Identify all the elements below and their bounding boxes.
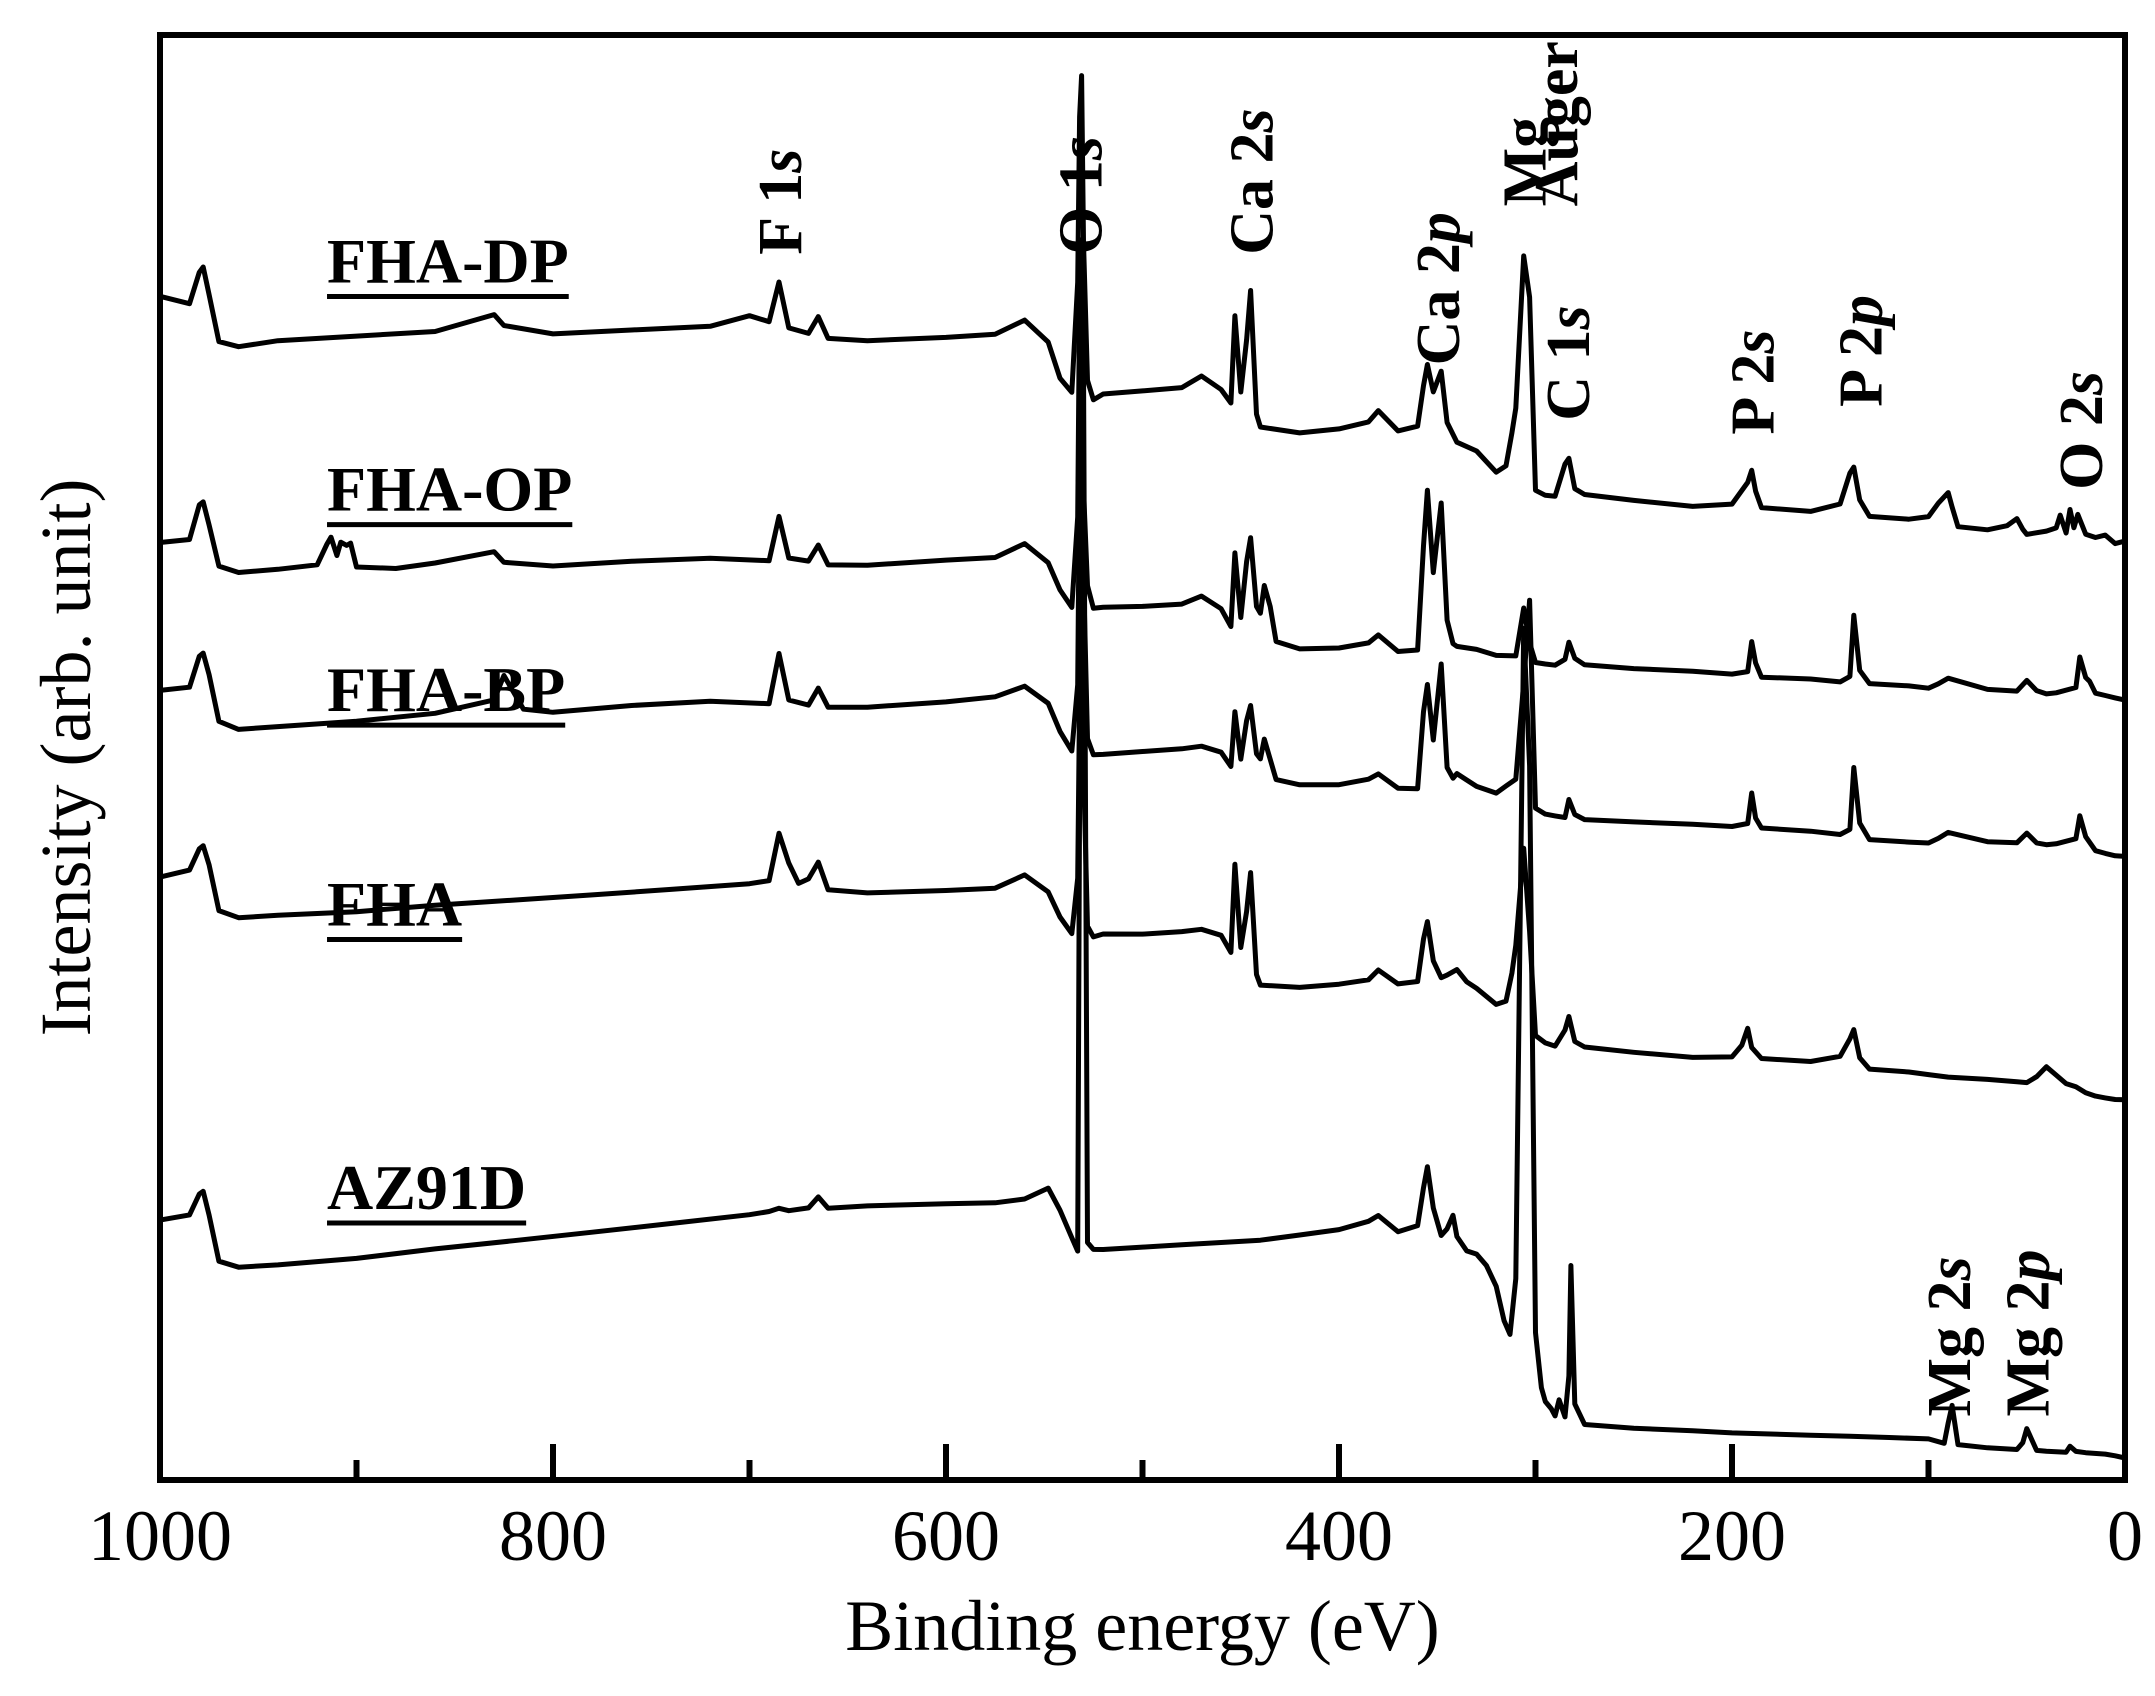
peak-label-auger: Auger xyxy=(1523,41,1591,206)
x-tick-label: 200 xyxy=(1678,1496,1786,1576)
peak-label-o-2s: O 2s xyxy=(2048,371,2116,490)
series-line-fha-op xyxy=(159,237,2126,703)
series-label-layer: FHA-DP FHA-OP FHA-BP FHA AZ91D xyxy=(327,225,573,1226)
x-tick-label: 600 xyxy=(892,1496,1000,1576)
series-label-fha-bp: FHA-BP xyxy=(327,654,565,725)
plot-frame xyxy=(157,32,2128,1483)
series-line-fha-dp xyxy=(159,73,2126,547)
x-axis-title: Binding energy (eV) xyxy=(845,1586,1440,1666)
peak-label-c-1s: C 1s xyxy=(1535,305,1603,420)
x-tick-label: 1000 xyxy=(88,1496,232,1576)
peak-label-mg-2p: Mg 2p xyxy=(1995,1249,2063,1416)
peak-label-o-1s: O 1s xyxy=(1048,136,1116,255)
series-line-az91d xyxy=(159,279,2126,1461)
series-line-fha-bp xyxy=(159,377,2126,859)
peak-label-mg-2s: Mg 2s xyxy=(1916,1256,1984,1416)
peak-label-p-2s: P 2s xyxy=(1720,329,1788,434)
x-tick-label: 400 xyxy=(1285,1496,1393,1576)
peak-label-mg: Mg xyxy=(1492,117,1560,207)
series-label-fha-dp: FHA-DP xyxy=(327,225,569,296)
peak-label-ca-2p: Ca 2p xyxy=(1405,212,1473,365)
x-tick-label: 800 xyxy=(499,1496,607,1576)
peak-label-f-1s: F 1s xyxy=(747,149,815,255)
y-axis-title: Intensity (arb. unit) xyxy=(26,479,106,1037)
series-label-az91d: AZ91D xyxy=(327,1152,526,1223)
series-label-fha: FHA xyxy=(327,869,462,940)
peak-label-p-2p: P 2p xyxy=(1828,295,1896,407)
x-tick-label: 0 xyxy=(2107,1496,2143,1576)
x-axis-ticks: 1000 800 600 400 200 0 xyxy=(88,1444,2143,1576)
series-line-fha xyxy=(159,625,2126,1103)
series-layer xyxy=(159,73,2126,1461)
series-label-fha-op: FHA-OP xyxy=(327,454,572,525)
peak-label-ca-2s: Ca 2s xyxy=(1219,108,1287,254)
